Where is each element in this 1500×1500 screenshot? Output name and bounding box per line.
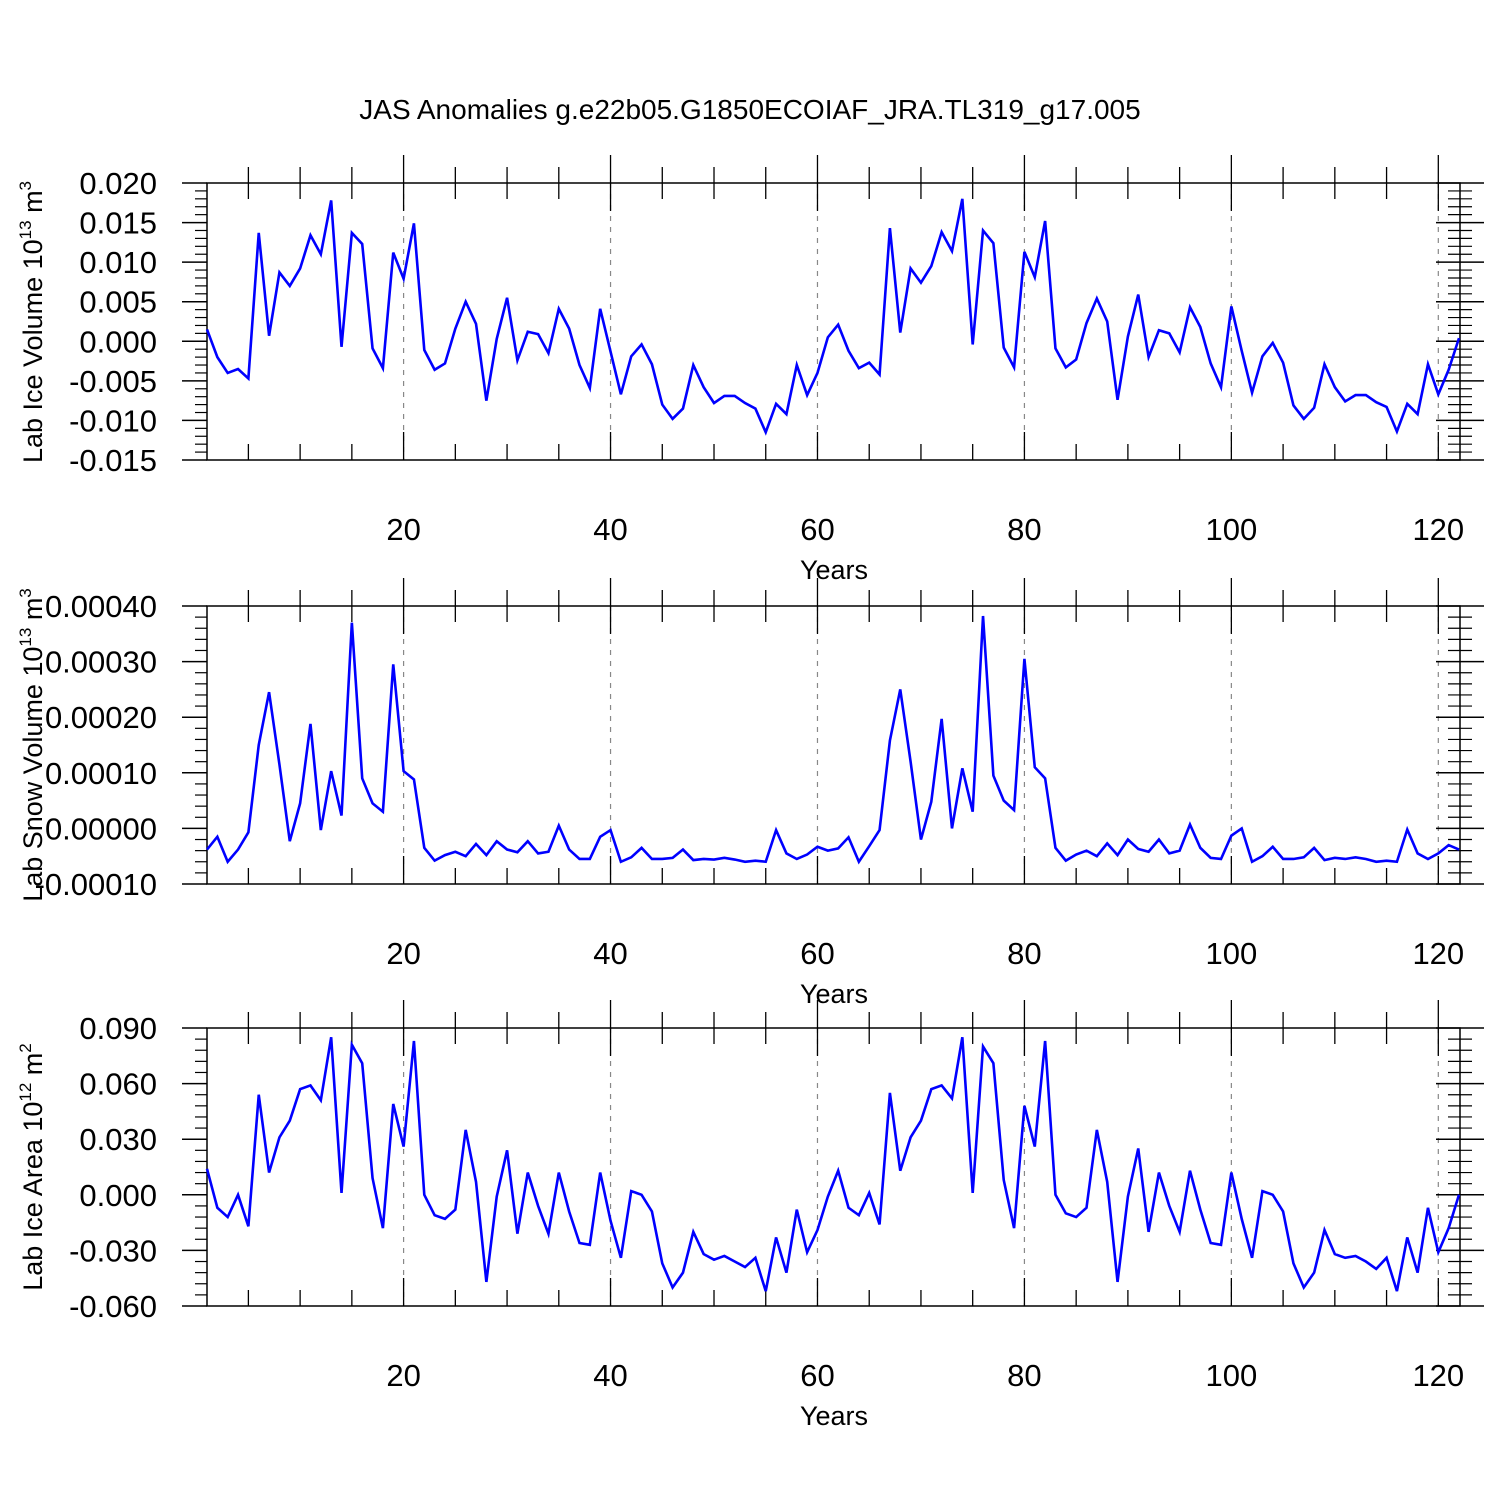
xtick-label: 120	[1412, 512, 1464, 547]
ytick-label: 0.00040	[45, 589, 157, 624]
y-axis-label-unit-exponent: 3	[16, 588, 35, 597]
ytick-label: 0.090	[79, 1011, 157, 1046]
ytick-label: -0.00010	[35, 867, 157, 902]
xtick-label: 20	[386, 936, 420, 971]
y-axis-label-main: Lab Ice Volume 10	[18, 239, 48, 463]
ytick-label: 0.00010	[45, 756, 157, 791]
lab-ice-volume-series-line	[205, 198, 1461, 436]
y-axis-label-exponent: 13	[16, 220, 35, 239]
xtick-label: 80	[1007, 1358, 1041, 1393]
ytick-label: 0.000	[79, 1178, 157, 1213]
y-axis-label-main: Lab Ice Area 10	[18, 1102, 48, 1291]
y-axis-label-unit: m	[18, 1053, 48, 1083]
ytick-label: 0.010	[79, 245, 157, 280]
xtick-label: 40	[593, 1358, 627, 1393]
ytick-label: 0.020	[79, 166, 157, 201]
chart-title: JAS Anomalies g.e22b05.G1850ECOIAF_JRA.T…	[359, 94, 1140, 125]
xtick-label: 100	[1205, 1358, 1257, 1393]
lab-snow-volume-panel: -0.00010 0.00000 0.00010 0.00020 0.00030 0.00…	[16, 578, 1484, 1009]
plot-frame	[206, 182, 1461, 461]
y-axis-label-unit: m	[18, 190, 48, 220]
panels: -0.015 -0.010 -0.005 0.000 0.005 0.010 0.015 0.…	[16, 155, 1484, 1431]
xtick-label: 120	[1412, 1358, 1464, 1393]
y-axis-label-main: Lab Snow Volume 10	[18, 647, 48, 902]
x-axis-label: Years	[800, 1401, 868, 1431]
lab-ice-volume-panel: -0.015 -0.010 -0.005 0.000 0.005 0.010 0.015 0.…	[16, 155, 1484, 585]
ytick-label: 0.030	[79, 1122, 157, 1157]
ytick-label: 0.00000	[45, 811, 157, 846]
plot-frame	[206, 1027, 1461, 1307]
y-axis-label-exponent: 13	[16, 628, 35, 647]
ytick-label: 0.005	[79, 285, 157, 320]
xtick-label: 80	[1007, 936, 1041, 971]
xtick-label: 100	[1205, 512, 1257, 547]
ytick-label: -0.015	[69, 443, 157, 478]
ytick-label: 0.000	[79, 324, 157, 359]
y-axis-label-unit-exponent: 3	[16, 181, 35, 190]
xtick-label: 60	[800, 512, 834, 547]
plot-frame	[206, 605, 1461, 885]
x-axis-label: Years	[800, 979, 868, 1009]
ytick-label: -0.060	[69, 1289, 157, 1324]
y-axis-label-exponent: 12	[16, 1083, 35, 1102]
xtick-label: 100	[1205, 936, 1257, 971]
y-axis-label: Lab Snow Volume 1013 m3	[16, 588, 48, 902]
xtick-label: 20	[386, 1358, 420, 1393]
y-axis-label-unit-exponent: 2	[16, 1043, 35, 1052]
ytick-label: 0.00030	[45, 645, 157, 680]
y-axis-label-unit: m	[18, 598, 48, 628]
ytick-label: -0.030	[69, 1233, 157, 1268]
xtick-label: 60	[800, 1358, 834, 1393]
y-axis-label: Lab Ice Volume 1013 m3	[16, 181, 48, 463]
xtick-label: 60	[800, 936, 834, 971]
ytick-label: -0.005	[69, 364, 157, 399]
ytick-label: 0.060	[79, 1067, 157, 1102]
xtick-label: 20	[386, 512, 420, 547]
xtick-label: 40	[593, 936, 627, 971]
y-axis-label: Lab Ice Area 1012 m2	[16, 1043, 48, 1291]
x-axis-label: Years	[800, 555, 868, 585]
ytick-label: 0.00020	[45, 700, 157, 735]
xtick-label: 40	[593, 512, 627, 547]
lab-snow-volume-series-line	[205, 615, 1460, 865]
xtick-label: 80	[1007, 512, 1041, 547]
lab-ice-area-series-line	[205, 1037, 1461, 1292]
lab-ice-area-panel: -0.060 -0.030 0.000 0.030 0.060 0.090 20 40 60 80…	[16, 1000, 1484, 1431]
ytick-label: 0.015	[79, 206, 157, 241]
ytick-label: -0.010	[69, 403, 157, 438]
xtick-label: 120	[1412, 936, 1464, 971]
